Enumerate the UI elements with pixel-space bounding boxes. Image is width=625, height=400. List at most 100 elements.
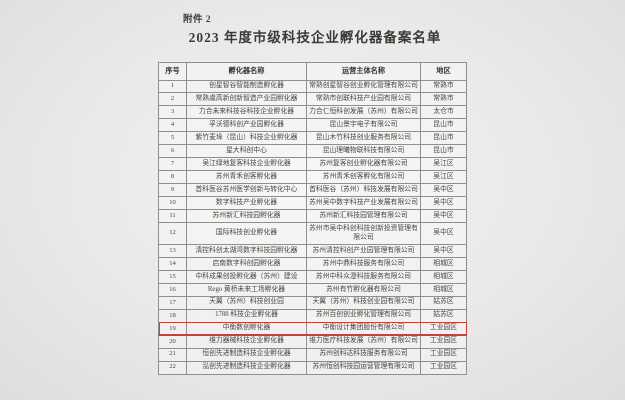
table-row: 2 常熟虞高新创新智造产业园孵化器 常熟市创联科技产业园有限公司 常熟市: [158, 92, 467, 107]
table-row: 9 首科医谷苏州医学创新与转化中心 首科医谷（苏州）科技发展有限公司 吴中区: [158, 183, 467, 198]
row-cell-index: 1: [158, 79, 187, 94]
row-cell-index: 6: [158, 144, 187, 159]
row-cell-index: 7: [158, 157, 187, 172]
row-cell-operator: 苏州青禾创客孵化有限公司: [306, 170, 421, 185]
row-cell-region: 相城区: [420, 257, 467, 272]
row-cell-name: 星大科创中心: [186, 144, 307, 159]
row-cell-operator: 苏州复客创业孵化器有限公司: [306, 157, 421, 172]
row-cell-operator: 苏州百创创业孵化管理有限公司: [306, 308, 421, 323]
row-cell-name: 维力器械科技企业孵化器: [186, 334, 307, 349]
row-cell-region: 昆山市: [420, 118, 467, 133]
table-row: 6 星大科创中心 昆山理曦物联科技有限公司 昆山市: [158, 144, 467, 159]
header-cell-name: 孵化器名称: [186, 62, 307, 81]
row-cell-name: 孚沃德科创产业园孵化器: [186, 118, 307, 133]
table-row: 10 数字科技产业孵化器 苏州吴中数字科技产业发展有限公司 吴中区: [158, 196, 467, 211]
row-cell-region: 工业园区: [420, 334, 467, 349]
row-cell-operator: 苏州创科达科技服务有限公司: [306, 347, 421, 362]
row-cell-region: 吴中区: [420, 222, 467, 246]
row-cell-name: 首科医谷苏州医学创新与转化中心: [186, 183, 307, 198]
row-cell-index: 14: [158, 257, 187, 272]
row-cell-index: 15: [158, 270, 187, 284]
row-cell-index: 9: [158, 183, 187, 198]
row-cell-index: 16: [158, 283, 187, 297]
row-cell-region: 吴中区: [420, 244, 467, 259]
table-header-row: 序号 孵化器名称 运营主体名称 地区: [158, 62, 467, 81]
row-cell-operator: 苏州新汇科技园管理有限公司: [306, 209, 421, 224]
row-cell-name: 清控科创太湖湾数字科技园孵化器: [186, 244, 307, 259]
row-cell-index: 11: [158, 209, 187, 224]
row-cell-region: 姑苏区: [420, 295, 467, 310]
row-cell-operator: 苏州恒创科技园运营管理有限公司: [306, 360, 421, 375]
row-cell-operator: 苏州市吴中科创科技创新投资管理有限公司: [306, 222, 421, 246]
row-cell-region: 常熟市: [420, 79, 467, 94]
table-row: 5 紫竹麦垛（昆山）科技企业孵化器 昆山木竹科技创业服务有限公司 昆山市: [158, 131, 467, 146]
row-cell-operator: 苏州中科众澄科技服务有限公司: [306, 270, 421, 284]
table-row: 1 创星智谷智能制造孵化器 常熟创星智谷创业孵化管理有限公司 常熟市: [158, 79, 467, 94]
table-row: 3 力合未来科技谷科技企业孵化器 力合仁恒科创发展（苏州）有限公司 太仓市: [158, 105, 467, 120]
document-title: 2023 年度市级科技企业孵化器备案名单: [188, 30, 442, 45]
table-row: 15 中科成果创投孵化器（苏州）建设 苏州中科众澄科技服务有限公司 相城区: [158, 270, 467, 284]
row-cell-operator: 苏州清控科创产业园管理有限公司: [306, 244, 421, 259]
table-row: 16 Rego 黄桥未来工场孵化器 苏州有竹孵化器有限公司 相城区: [158, 283, 467, 297]
incubator-table-container: 序号 孵化器名称 运营主体名称 地区 1 创星智谷智能制造孵化器 常熟创星智谷创…: [158, 62, 467, 375]
header-cell-operator: 运营主体名称: [306, 62, 421, 81]
row-cell-region: 昆山市: [420, 131, 467, 146]
table-row: 14 启南数字科创园孵化器 苏州中鼎科技服务有限公司 相城区: [158, 257, 467, 272]
row-cell-region: 常熟市: [420, 92, 467, 107]
table-row: 11 苏州新汇科技园孵化器 苏州新汇科技园管理有限公司 吴中区: [158, 209, 467, 224]
row-cell-operator: 力合仁恒科创发展（苏州）有限公司: [306, 105, 421, 120]
incubator-table-body: 1 创星智谷智能制造孵化器 常熟创星智谷创业孵化管理有限公司 常熟市 2 常熟虞…: [158, 79, 467, 375]
row-cell-name: 中科成果创投孵化器（苏州）建设: [186, 270, 307, 284]
row-cell-region: 工业园区: [420, 360, 467, 375]
table-row: 8 苏州青禾创客孵化器 苏州青禾创客孵化有限公司 吴江区: [158, 170, 467, 185]
table-row: 18 1788 科技企业孵化器 苏州百创创业孵化管理有限公司 姑苏区: [158, 308, 467, 323]
row-cell-index: 3: [158, 105, 187, 120]
row-cell-name: 启南数字科创园孵化器: [186, 257, 307, 272]
row-cell-name: 恒创先进制造科技企业孵化器: [186, 347, 307, 362]
row-cell-index: 4: [158, 118, 187, 133]
table-row: 17 天翼（苏州）科技创业园 天翼（苏州）科技创业园有限公司 姑苏区: [158, 295, 467, 310]
table-row: 20 维力器械科技企业孵化器 维力医疗科技发展（苏州）有限公司 工业园区: [158, 334, 467, 349]
table-row: 7 吴江绿地复客科技企业孵化器 苏州复客创业孵化器有限公司 吴江区: [158, 157, 467, 172]
row-cell-region: 吴江区: [420, 170, 467, 185]
table-row: 4 孚沃德科创产业园孵化器 昆山景宇电子有限公司 昆山市: [158, 118, 467, 133]
row-cell-operator: 昆山理曦物联科技有限公司: [306, 144, 421, 159]
row-cell-operator: 常熟创星智谷创业孵化管理有限公司: [306, 79, 421, 94]
table-row: 22 泓创先进制造科技企业孵化器 苏州恒创科技园运营管理有限公司 工业园区: [158, 360, 467, 375]
row-cell-region: 相城区: [420, 270, 467, 284]
table-row: 12 国际科技创业孵化器 苏州市吴中科创科技创新投资管理有限公司 吴中区: [158, 222, 467, 246]
row-cell-index: 17: [158, 295, 187, 310]
row-cell-region: 吴江区: [420, 157, 467, 172]
table-row: 13 清控科创太湖湾数字科技园孵化器 苏州清控科创产业园管理有限公司 吴中区: [158, 244, 467, 259]
table-row: 19 中衡数创孵化器 中衡设计集团股份有限公司 工业园区: [158, 321, 467, 336]
row-cell-index: 13: [158, 244, 187, 259]
row-cell-operator: 昆山景宇电子有限公司: [306, 118, 421, 133]
row-cell-name: 1788 科技企业孵化器: [186, 308, 307, 323]
row-cell-index: 21: [158, 347, 187, 362]
row-cell-region: 昆山市: [420, 144, 467, 159]
header-cell-index: 序号: [158, 62, 187, 81]
row-cell-name: 数字科技产业孵化器: [186, 196, 307, 211]
row-cell-index: 5: [158, 131, 187, 146]
row-cell-index: 2: [158, 92, 187, 107]
row-cell-region: 工业园区: [420, 321, 467, 336]
row-cell-operator: 苏州吴中数字科技产业发展有限公司: [306, 196, 421, 211]
row-cell-name: 苏州青禾创客孵化器: [186, 170, 307, 185]
row-cell-name: 苏州新汇科技园孵化器: [186, 209, 307, 224]
row-cell-name: 力合未来科技谷科技企业孵化器: [186, 105, 307, 120]
row-cell-region: 工业园区: [420, 347, 467, 362]
row-cell-name: 中衡数创孵化器: [186, 321, 307, 336]
row-cell-name: 天翼（苏州）科技创业园: [186, 295, 307, 310]
row-cell-operator: 苏州有竹孵化器有限公司: [306, 283, 421, 297]
row-cell-operator: 中衡设计集团股份有限公司: [306, 321, 421, 336]
row-cell-region: 吴中区: [420, 183, 467, 198]
row-cell-operator: 昆山木竹科技创业服务有限公司: [306, 131, 421, 146]
incubator-table: 序号 孵化器名称 运营主体名称 地区 1 创星智谷智能制造孵化器 常熟创星智谷创…: [158, 62, 467, 375]
row-cell-name: 紫竹麦垛（昆山）科技企业孵化器: [186, 131, 307, 146]
table-header: 序号 孵化器名称 运营主体名称 地区: [158, 62, 467, 81]
row-cell-operator: 维力医疗科技发展（苏州）有限公司: [306, 334, 421, 349]
row-cell-name: 国际科技创业孵化器: [186, 222, 307, 246]
attachment-label: 附件 2: [183, 15, 212, 25]
row-cell-region: 吴中区: [420, 209, 467, 224]
